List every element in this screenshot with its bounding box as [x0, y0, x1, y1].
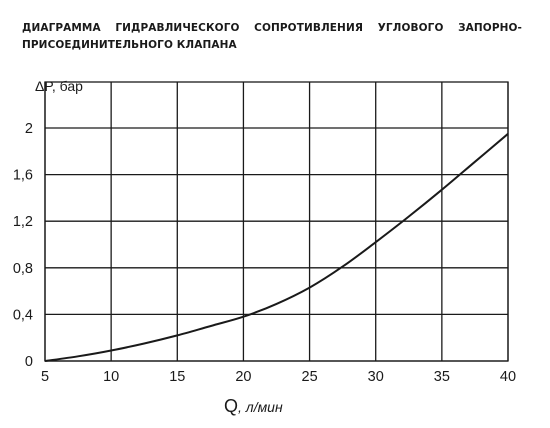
y-tick-label: 0,4 — [13, 307, 33, 323]
chart-title: ДИАГРАММА ГИДРАВЛИЧЕСКОГО СОПРОТИВЛЕНИЯ … — [22, 20, 522, 54]
y-tick-label: 1,6 — [13, 168, 33, 184]
x-tick-label: 10 — [103, 369, 119, 385]
series-line — [44, 133, 509, 362]
title-word: ГИДРАВЛИЧЕСКОГО — [115, 22, 240, 34]
title-word: СОПРОТИВЛЕНИЯ — [254, 22, 364, 34]
title-word: ДИАГРАММА — [22, 22, 101, 34]
grid — [44, 82, 509, 362]
y-tick-label: 1,2 — [13, 214, 33, 230]
x-tick-label: 35 — [434, 369, 450, 385]
plot-frame — [44, 81, 509, 362]
x-tick-label: 25 — [302, 369, 318, 385]
y-axis-label: ΔP, бар — [35, 78, 83, 94]
y-tick-label: 0,8 — [13, 261, 33, 277]
x-tick-label: 20 — [235, 369, 251, 385]
y-tick-label: 2 — [25, 121, 33, 137]
y-tick-labels: 0 0,4 0,8 1,2 1,6 2 — [13, 121, 33, 370]
title-word: УГЛОВОГО — [377, 22, 444, 34]
x-tick-labels: 5 10 15 20 25 30 35 40 — [41, 369, 516, 385]
plot-border — [44, 81, 509, 362]
x-tick-label: 5 — [41, 369, 49, 385]
x-axis-label: Q, л/мин — [224, 396, 283, 416]
chart-title-line-1: ДИАГРАММА ГИДРАВЛИЧЕСКОГО СОПРОТИВЛЕНИЯ … — [22, 20, 522, 37]
y-tick-label: 0 — [25, 354, 33, 370]
title-word: ЗАПОРНО- — [458, 22, 522, 34]
series-group — [44, 133, 509, 362]
x-tick-label: 40 — [500, 369, 516, 385]
chart-title-line-2: ПРИСОЕДИНИТЕЛЬНОГО КЛАПАНА — [22, 39, 237, 51]
x-tick-label: 30 — [368, 369, 384, 385]
x-tick-label: 15 — [169, 369, 185, 385]
